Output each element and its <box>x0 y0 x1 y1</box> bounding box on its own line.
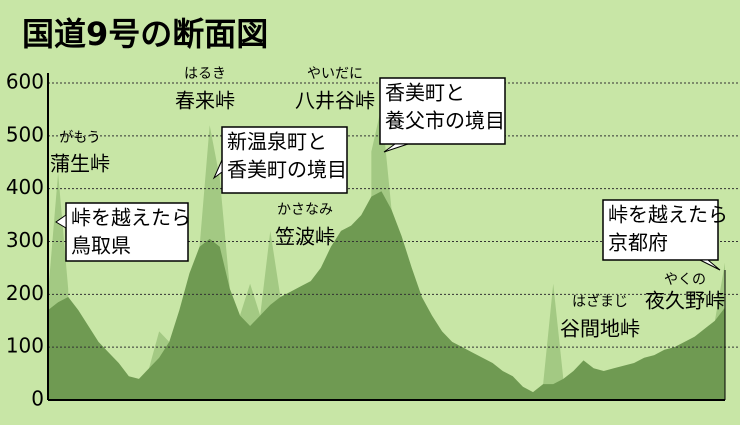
callout-box <box>379 77 506 145</box>
callout-text: 新温泉町と <box>227 130 327 154</box>
elevation-area <box>543 283 564 400</box>
callout-text: 鳥取県 <box>71 234 131 258</box>
pass-ruby: やいだに <box>307 66 363 82</box>
y-tick-label: 300 <box>6 228 44 252</box>
pass-name: 笠波峠 <box>275 225 335 249</box>
pass-ruby: はざまじ <box>572 293 628 310</box>
callout-text: 峠を越えたら <box>71 206 191 230</box>
pass-name: 春来峠 <box>175 89 235 113</box>
pass-name: 八井谷峠 <box>295 89 375 113</box>
callout-pointer <box>383 143 409 153</box>
callout-pointer <box>55 214 67 229</box>
callout-text: 香美町と <box>385 81 465 105</box>
callout-text: 香美町の境目 <box>227 158 347 182</box>
chart-title: 国道9号の断面図 <box>22 15 268 53</box>
pass-name: 夜久野峠 <box>645 289 725 313</box>
y-tick-label: 500 <box>6 122 44 146</box>
pass-ruby: はるき <box>184 66 226 82</box>
pass-ruby: がもう <box>59 130 101 146</box>
y-tick-label: 400 <box>6 175 44 199</box>
y-tick-label: 100 <box>6 334 44 358</box>
callout-text: 京都府 <box>608 231 668 255</box>
y-tick-label: 600 <box>6 70 44 94</box>
pass-ruby: かさなみ <box>277 202 333 218</box>
pass-name: 蒲生峠 <box>50 152 110 176</box>
callout-pointer <box>212 159 223 180</box>
y-tick-label: 200 <box>6 281 44 305</box>
pass-ruby: やくの <box>664 272 706 288</box>
callout-text: 養父市の境目 <box>385 109 505 133</box>
elevation-area <box>48 191 725 400</box>
callout-text: 峠を越えたら <box>608 203 728 227</box>
y-tick-label: 0 <box>31 387 44 411</box>
callout-box <box>602 199 719 261</box>
callout-box <box>65 202 189 262</box>
callout-pointer <box>699 259 721 271</box>
pass-name: 谷間地峠 <box>560 317 640 341</box>
